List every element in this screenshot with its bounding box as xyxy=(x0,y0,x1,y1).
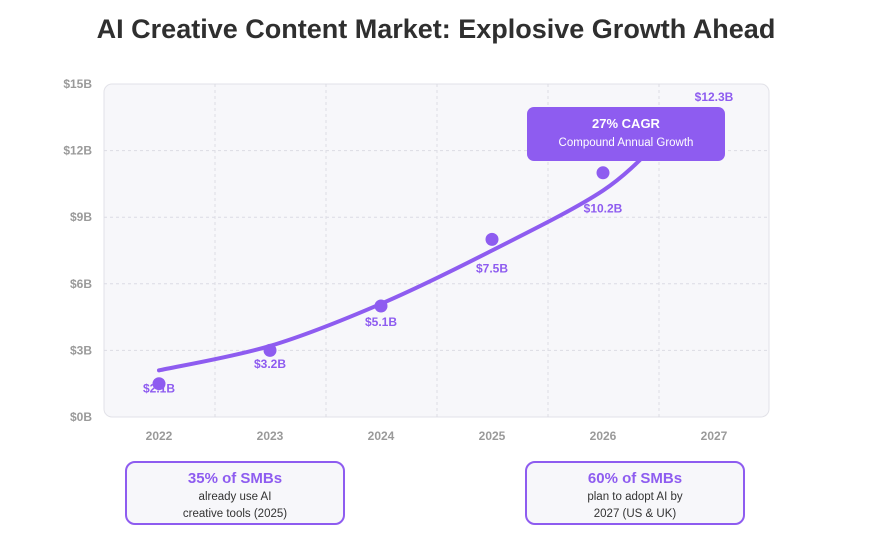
series-points xyxy=(152,166,610,391)
data-point xyxy=(596,166,610,180)
data-labels: $2.1B $3.2B $5.1B $7.5B $10.2B $12.3B xyxy=(143,90,734,395)
x-tick-label: 2026 xyxy=(590,429,617,443)
callout-headline: 60% of SMBs xyxy=(587,470,683,487)
x-tick-label: 2025 xyxy=(479,429,506,443)
callout-smb-plan: 60% of SMBs plan to adopt AI by 2027 (US… xyxy=(525,461,745,525)
chart-title: AI Creative Content Market: Explosive Gr… xyxy=(96,14,776,44)
callout-line: already use AI xyxy=(198,491,272,503)
x-tick-label: 2023 xyxy=(257,429,284,443)
callout-headline: 35% of SMBs xyxy=(187,470,283,487)
x-tick-label: 2022 xyxy=(146,429,173,443)
data-label: $3.2B xyxy=(254,357,286,371)
cagr-badge: 27% CAGR Compound Annual Growth xyxy=(527,107,725,161)
callout-line: creative tools (2025) xyxy=(182,508,288,520)
y-tick-label: $3B xyxy=(70,343,92,357)
data-point xyxy=(263,343,277,357)
data-point xyxy=(374,299,388,313)
y-tick-label: $12B xyxy=(63,144,92,158)
x-axis: 2022 2023 2024 2025 2026 2027 xyxy=(146,429,728,443)
data-label: $12.3B xyxy=(695,90,734,104)
data-label: $2.1B xyxy=(143,381,175,395)
data-label: $10.2B xyxy=(584,202,623,216)
callout-smb-current: 35% of SMBs already use AI creative tool… xyxy=(125,461,345,525)
cagr-subtitle: Compound Annual Growth xyxy=(559,137,694,149)
y-tick-label: $9B xyxy=(70,210,92,224)
data-label: $5.1B xyxy=(365,315,397,329)
callout-line: 2027 (US & UK) xyxy=(593,508,677,520)
data-label: $7.5B xyxy=(476,262,508,276)
y-tick-label: $15B xyxy=(63,77,92,91)
x-tick-label: 2027 xyxy=(701,429,728,443)
cagr-title: 27% CAGR xyxy=(592,116,661,131)
y-tick-label: $0B xyxy=(70,410,92,424)
y-axis: $0B $3B $6B $9B $12B $15B xyxy=(63,77,92,424)
data-point xyxy=(152,377,166,391)
series-line xyxy=(157,135,664,373)
callout-line: plan to adopt AI by xyxy=(587,491,683,503)
x-tick-label: 2024 xyxy=(368,429,395,443)
data-point xyxy=(485,232,499,246)
y-tick-label: $6B xyxy=(70,277,92,291)
